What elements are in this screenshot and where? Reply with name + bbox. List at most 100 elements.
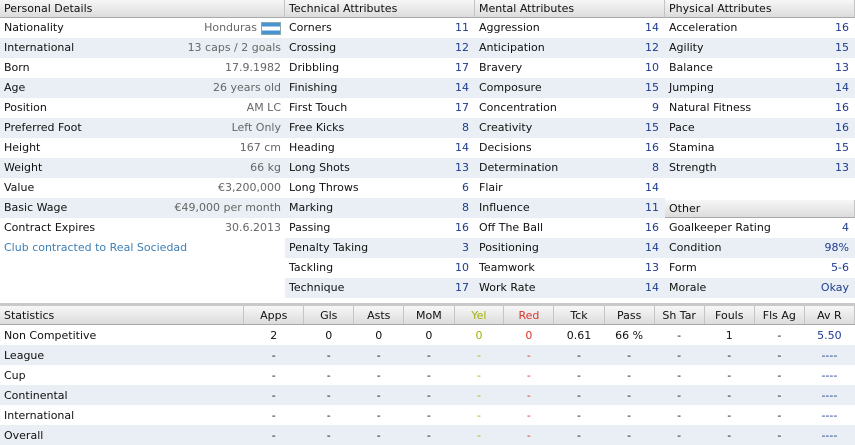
mental-row-flair: Flair 14 [475, 178, 665, 198]
stats-cell-mom: - [403, 425, 455, 445]
stats-cell-asts: - [376, 368, 381, 382]
stats-cell-gls: 0 [325, 328, 333, 342]
stats-cell-red: - [503, 425, 554, 445]
mental-row-off-the-ball: Off The Ball 16 [475, 218, 665, 238]
technical-value: 14 [455, 141, 469, 154]
stats-cell-fouls: - [727, 408, 732, 422]
stats-col-asts[interactable]: Asts [353, 306, 405, 325]
personal-value: AM LC [246, 101, 281, 114]
stats-cell-mom: - [426, 368, 431, 382]
other-value: Okay [820, 281, 849, 294]
physical-row-stamina: Stamina 15 [665, 138, 855, 158]
physical-value: 15 [835, 41, 849, 54]
stats-cell-av-r: ---- [821, 408, 838, 422]
personal-value: €3,200,000 [218, 181, 281, 194]
stats-cell-red: 0 [525, 328, 533, 342]
stats-cell-pass: 66 % [615, 328, 644, 342]
personal-value: €49,000 per month [174, 201, 281, 214]
mental-label: Off The Ball [479, 221, 544, 234]
mental-value: 15 [645, 121, 659, 134]
mental-label: Aggression [479, 21, 540, 34]
other-label: Form [669, 261, 697, 274]
stats-col-pass[interactable]: Pass [604, 306, 655, 325]
personal-label: Preferred Foot [4, 121, 82, 134]
physical-label: Agility [669, 41, 704, 54]
stats-col-sh-tar[interactable]: Sh Tar [654, 306, 705, 325]
physical-label: Acceleration [669, 21, 738, 34]
stats-col-mom[interactable]: MoM [403, 306, 455, 325]
stats-col-av-r[interactable]: Av R [804, 306, 855, 325]
mental-row-positioning: Positioning 14 [475, 238, 665, 258]
stats-cell-fls-ag: - [777, 328, 782, 342]
technical-value: 10 [455, 261, 469, 274]
mental-value: 9 [652, 101, 659, 114]
mental-row-teamwork: Teamwork 13 [475, 258, 665, 278]
personal-row-value: Value €3,200,000 [0, 178, 285, 198]
stats-col-apps[interactable]: Apps [243, 306, 305, 325]
technical-value: 8 [462, 121, 469, 134]
stats-cell-mom: - [403, 385, 455, 405]
personal-label: Position [4, 101, 47, 114]
stats-cell-av-r: ---- [804, 385, 855, 405]
other-value: 4 [842, 221, 849, 234]
stats-cell-av-r: ---- [804, 425, 855, 445]
technical-label: Marking [289, 201, 334, 214]
personal-row-nationality: Nationality Honduras [0, 18, 285, 38]
stats-col-gls[interactable]: Gls [303, 306, 355, 325]
stats-cell-fouls: - [704, 345, 755, 365]
mental-value: 8 [652, 161, 659, 174]
stats-cell-yel: - [454, 385, 504, 405]
personal-value: 13 caps / 2 goals [187, 41, 281, 54]
technical-row-penalty-taking: Penalty Taking 3 [285, 238, 475, 258]
technical-value: 13 [455, 161, 469, 174]
mental-row-creativity: Creativity 15 [475, 118, 665, 138]
personal-label: Nationality [4, 21, 64, 34]
mental-value: 14 [645, 181, 659, 194]
club-contract-link[interactable]: Club contracted to Real Sociedad [4, 241, 188, 254]
stats-cell-tck: - [577, 368, 581, 382]
technical-attributes-panel: Technical Attributes Corners 11 Crossing 12… [285, 0, 475, 298]
technical-row-heading: Heading 14 [285, 138, 475, 158]
stats-col-tck[interactable]: Tck [553, 306, 605, 325]
personal-value: Honduras [204, 18, 281, 38]
stats-cell-sh-tar: - [654, 385, 705, 405]
stats-cell-mom: - [403, 345, 455, 365]
technical-row-first-touch: First Touch 17 [285, 98, 475, 118]
stats-col-fouls[interactable]: Fouls [704, 306, 755, 325]
stats-col-fls-ag[interactable]: Fls Ag [754, 306, 805, 325]
mental-label: Teamwork [479, 261, 535, 274]
stats-cell-fls-ag: - [754, 345, 805, 365]
stats-cell-yel: 0 [475, 328, 483, 342]
stats-col-yel[interactable]: Yel [454, 306, 505, 325]
mental-label: Creativity [479, 121, 533, 134]
stats-cell-apps: - [243, 385, 304, 405]
stats-row-cup: Cup - - - - - - - - - - - ---- [0, 365, 855, 385]
personal-value: 66 kg [250, 161, 281, 174]
technical-row-corners: Corners 11 [285, 18, 475, 38]
stats-row-continental: Continental - - - - - - - - - - - ---- [0, 385, 855, 405]
stats-col-red[interactable]: Red [503, 306, 555, 325]
stats-col-statistics[interactable]: Statistics [0, 306, 245, 325]
technical-row-passing: Passing 16 [285, 218, 475, 238]
club-contract-row: Club contracted to Real Sociedad [0, 238, 285, 258]
personal-label: International [4, 41, 75, 54]
physical-label: Natural Fitness [669, 101, 752, 114]
stats-cell-red: - [526, 368, 531, 382]
technical-label: Technique [289, 281, 345, 294]
mental-label: Work Rate [479, 281, 536, 294]
personal-details-header: Personal Details [0, 0, 285, 18]
stats-cell-tck: 0.61 [566, 328, 592, 342]
stats-cell-tck: - [553, 425, 605, 445]
mental-label: Anticipation [479, 41, 545, 54]
technical-value: 12 [455, 41, 469, 54]
stats-cell-asts: - [353, 385, 404, 405]
other-header: Other [665, 200, 855, 218]
mental-row-concentration: Concentration 9 [475, 98, 665, 118]
stats-cell-gls: - [326, 408, 331, 422]
physical-label: Balance [669, 61, 713, 74]
stats-cell-gls: - [303, 385, 354, 405]
other-panel: Other Goalkeeper Rating 4 Condition 98% Form… [665, 200, 855, 298]
mental-value: 16 [645, 141, 659, 154]
stats-cell-apps: - [271, 408, 276, 422]
personal-value: 17.9.1982 [225, 61, 281, 74]
